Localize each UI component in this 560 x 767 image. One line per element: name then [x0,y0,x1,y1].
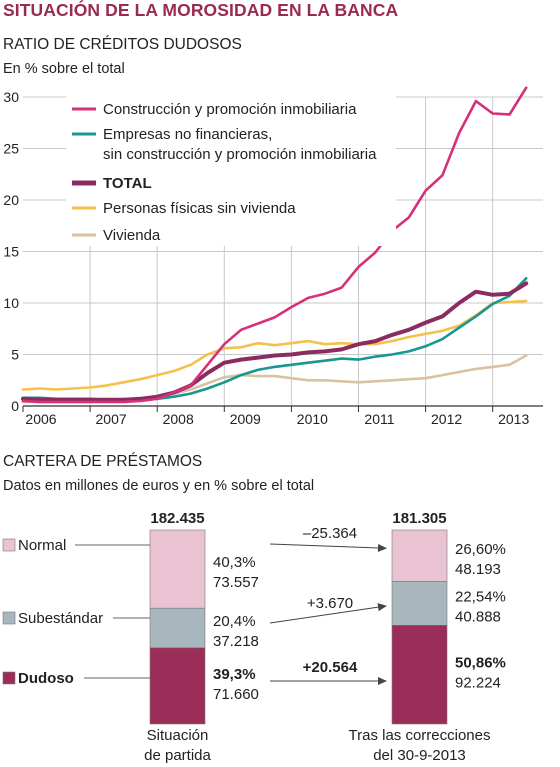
bar-value-label: 73.557 [213,574,259,591]
change-arrow [269,543,380,549]
change-arrowhead [377,603,387,612]
y-tick-label: 20 [3,192,19,208]
bar-value-label: 71.660 [213,686,259,703]
change-label: +20.564 [303,659,358,676]
category-swatch-dudoso [2,671,16,685]
x-tick-label: 2009 [230,411,261,427]
legend-label-personas: Personas físicas sin vivienda [103,200,296,217]
bar-segment-dudoso [149,647,206,725]
legend-label-total: TOTAL [103,175,152,192]
legend-box [66,92,396,246]
change-arrowhead [378,677,387,685]
bar-chart-subtitle: Datos en millones de euros y en % sobre … [3,478,315,494]
y-tick-label: 5 [11,347,19,363]
bar-category-label: del 30-9-2013 [373,747,466,764]
series-line-total [21,281,529,402]
bar-percent-label: 22,54% [455,588,506,605]
x-tick-label: 2013 [498,411,529,427]
y-tick-label: 10 [3,295,19,311]
x-tick-label: 2007 [96,411,127,427]
bar-percent-label: 26,60% [455,541,506,558]
x-tick-label: 2012 [431,411,462,427]
change-arrow [269,606,380,624]
bar-chart-title: CARTERA DE PRÉSTAMOS [3,453,203,470]
category-swatch-normal [2,538,16,552]
legend-label-construccion: Construcción y promoción inmobiliaria [103,101,357,118]
bar-percent-label: 40,3% [213,554,256,571]
bar-segment-dudoso [391,625,448,725]
bar-segment-subestandar [391,581,448,626]
bar-segment-normal [391,529,448,582]
bar-category-label: Tras las correcciones [349,727,491,744]
y-tick-label: 0 [11,398,19,414]
change-label: +3.670 [307,595,353,612]
line-chart-title: RATIO DE CRÉDITOS DUDOSOS [3,36,242,53]
infographic-title: SITUACIÓN DE LA MOROSIDAD EN LA BANCA [3,0,399,20]
x-tick-label: 2010 [297,411,328,427]
series-line-construccion [21,86,528,404]
bar-category-label: de partida [144,747,211,764]
bar-segment-subestandar [149,607,206,649]
line-chart: 0 5 10 15 20 25 30 2006 2007 2008 2009 2010 2011 2012… [3,86,543,427]
bar-percent-label: 39,3% [213,666,256,683]
bar-value-label: 40.888 [455,608,501,625]
bar-value-label: 92.224 [455,675,501,692]
x-tick-label: 2006 [25,411,56,427]
change-arrowhead [377,543,387,552]
x-tick-label: 2008 [163,411,194,427]
bar-total-label: 181.305 [392,510,446,527]
bar-value-label: 37.218 [213,633,259,650]
x-tick-label: 2011 [364,411,394,427]
legend-label-empresas: Empresas no financieras, sin construcción… [103,126,377,163]
bar-percent-label: 50,86% [455,655,506,672]
y-tick-label: 30 [3,89,19,105]
y-tick-label: 25 [3,141,19,157]
change-label: –25.364 [303,525,357,542]
line-chart-subtitle: En % sobre el total [3,61,125,77]
category-label-dudoso: Dudoso [18,670,74,687]
bar-category-label: Situación [147,727,209,744]
legend-label-vivienda: Vivienda [103,227,161,244]
category-label-subestandar: Subestándar [18,610,103,627]
category-label-normal: Normal [18,537,66,554]
bar-total-label: 182.435 [150,510,204,527]
series-line-personas [21,299,528,391]
y-tick-label: 15 [3,244,19,260]
bar-segment-normal [149,529,206,609]
category-swatch-subestandar [2,611,16,625]
bar-percent-label: 20,4% [213,613,256,630]
bar-value-label: 48.193 [455,561,501,578]
